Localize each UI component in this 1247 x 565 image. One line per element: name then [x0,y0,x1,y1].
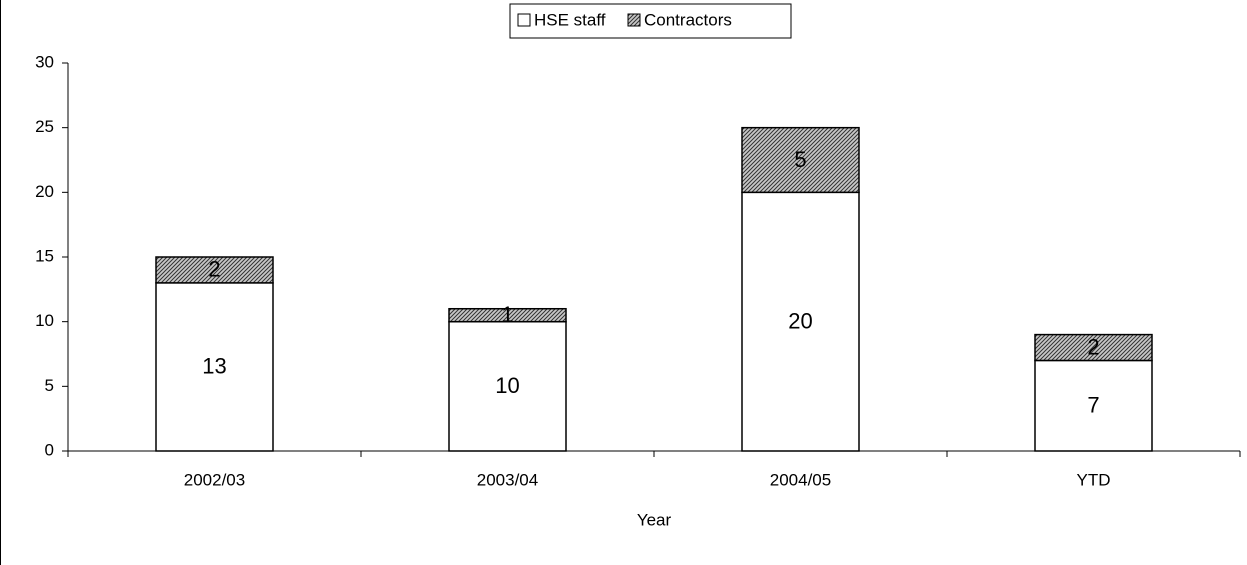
data-label: 10 [495,373,519,398]
y-tick-label: 15 [35,246,54,265]
data-label: 13 [202,354,226,379]
x-tick-label: 2003/04 [477,470,538,489]
y-tick-label: 30 [35,52,54,71]
legend-swatch [627,13,641,27]
bar-segment [155,282,274,452]
bar-segment [448,320,567,452]
x-tick-label: YTD [1077,470,1111,489]
bar-segment [448,307,567,323]
y-tick-label: 20 [35,182,54,201]
bar-segment [741,191,860,452]
data-label: 20 [788,308,812,333]
data-label: 7 [1087,393,1099,418]
bar-segment [1034,359,1153,452]
x-tick-label: 2002/03 [184,470,245,489]
x-axis-label: Year [637,510,672,529]
y-tick-label: 25 [35,117,54,136]
bar-segment [155,256,274,284]
data-label: 1 [501,302,513,327]
data-label: 2 [208,257,220,282]
bar-segment [741,126,860,194]
legend-swatch [517,13,531,27]
legend-label: HSE staff [534,10,606,29]
legend-label: Contractors [644,10,732,29]
data-label: 2 [1087,334,1099,359]
legend-box [509,3,792,39]
x-tick-label: 2004/05 [770,470,831,489]
bar-segment [1034,333,1153,362]
data-label: 5 [794,147,806,172]
y-tick-label: 0 [45,440,54,459]
y-tick-label: 10 [35,311,54,330]
y-tick-label: 5 [45,376,54,395]
